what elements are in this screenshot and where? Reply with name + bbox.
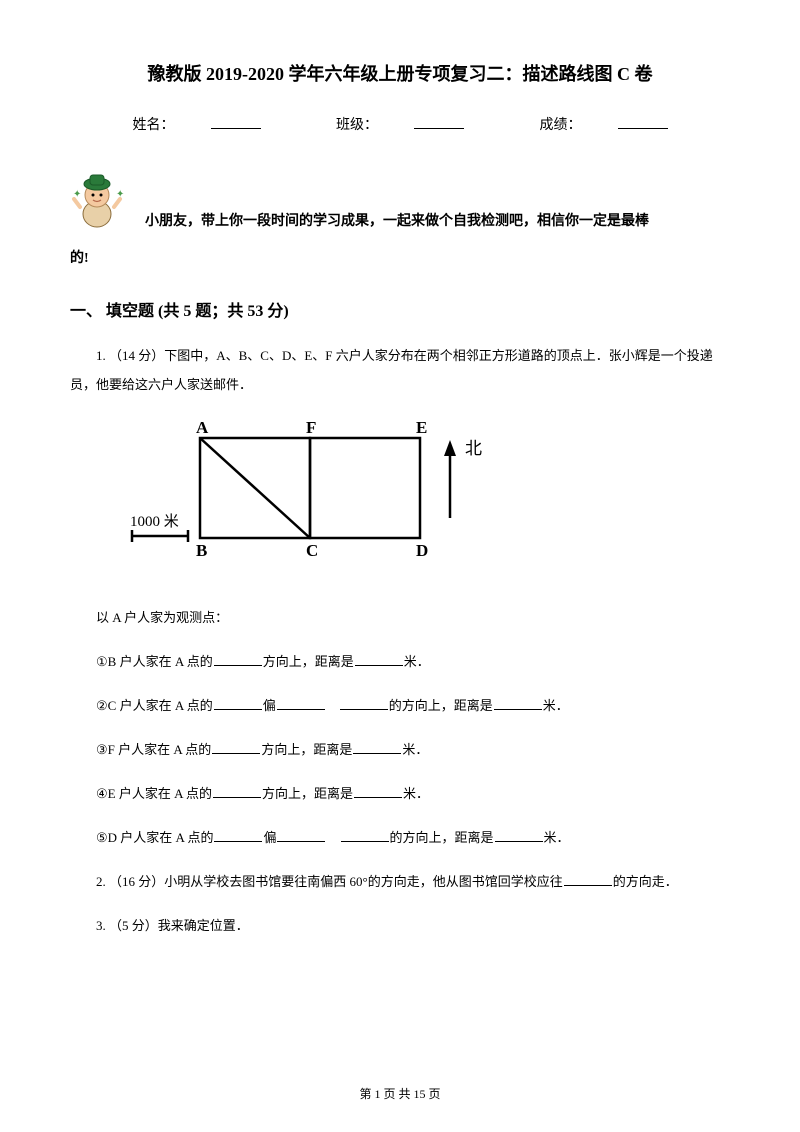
question-3: 3. （5 分）我来确定位置． bbox=[70, 913, 730, 939]
q1-observe: 以 A 户人家为观测点： bbox=[70, 605, 730, 631]
label-c: C bbox=[306, 541, 318, 560]
svg-text:✦: ✦ bbox=[73, 189, 81, 200]
section-header: 一、 填空题 (共 5 题；共 53 分) bbox=[70, 297, 730, 321]
question-1: 1. （14 分）下图中，A、B、C、D、E、F 六户人家分布在两个相邻正方形道… bbox=[70, 341, 730, 401]
intro-text-2: 的! bbox=[70, 244, 730, 275]
q1-sub3: ③F 户人家在 A 点的方向上，距离是米． bbox=[70, 737, 730, 763]
label-d: D bbox=[416, 541, 428, 560]
intro-row: ✦ ✦ 小朋友，带上你一段时间的学习成果，一起来做个自我检测吧，相信你一定是最棒 bbox=[70, 169, 730, 238]
q1-sub1: ①B 户人家在 A 点的方向上，距离是米． bbox=[70, 649, 730, 675]
avatar-icon: ✦ ✦ bbox=[70, 169, 125, 229]
diagram-q1: A F E B C D 北 1000 米 bbox=[130, 418, 730, 583]
name-label: 姓名： bbox=[115, 118, 279, 133]
label-e: E bbox=[416, 418, 427, 437]
label-scale: 1000 米 bbox=[130, 513, 179, 530]
question-2: 2. （16 分）小明从学校去图书馆要往南偏西 60°的方向走，他从图书馆回学校… bbox=[70, 869, 730, 895]
page-footer: 第 1 页 共 15 页 bbox=[0, 1085, 800, 1102]
student-info-row: 姓名： 班级： 成绩： bbox=[70, 114, 730, 134]
q1-sub4: ④E 户人家在 A 点的方向上，距离是米． bbox=[70, 781, 730, 807]
intro-text-1: 小朋友，带上你一段时间的学习成果，一起来做个自我检测吧，相信你一定是最棒 bbox=[145, 169, 649, 238]
class-label: 班级： bbox=[318, 118, 482, 133]
score-label: 成绩： bbox=[522, 118, 686, 133]
label-north: 北 bbox=[465, 439, 482, 458]
label-f: F bbox=[306, 418, 316, 437]
svg-text:✦: ✦ bbox=[116, 189, 124, 200]
label-a: A bbox=[196, 418, 209, 437]
page-title: 豫教版 2019-2020 学年六年级上册专项复习二：描述路线图 C 卷 bbox=[70, 60, 730, 86]
label-b: B bbox=[196, 541, 207, 560]
q1-sub5: ⑤D 户人家在 A 点的偏 的方向上，距离是米． bbox=[70, 825, 730, 851]
q1-sub2: ②C 户人家在 A 点的偏 的方向上，距离是米． bbox=[70, 693, 730, 719]
